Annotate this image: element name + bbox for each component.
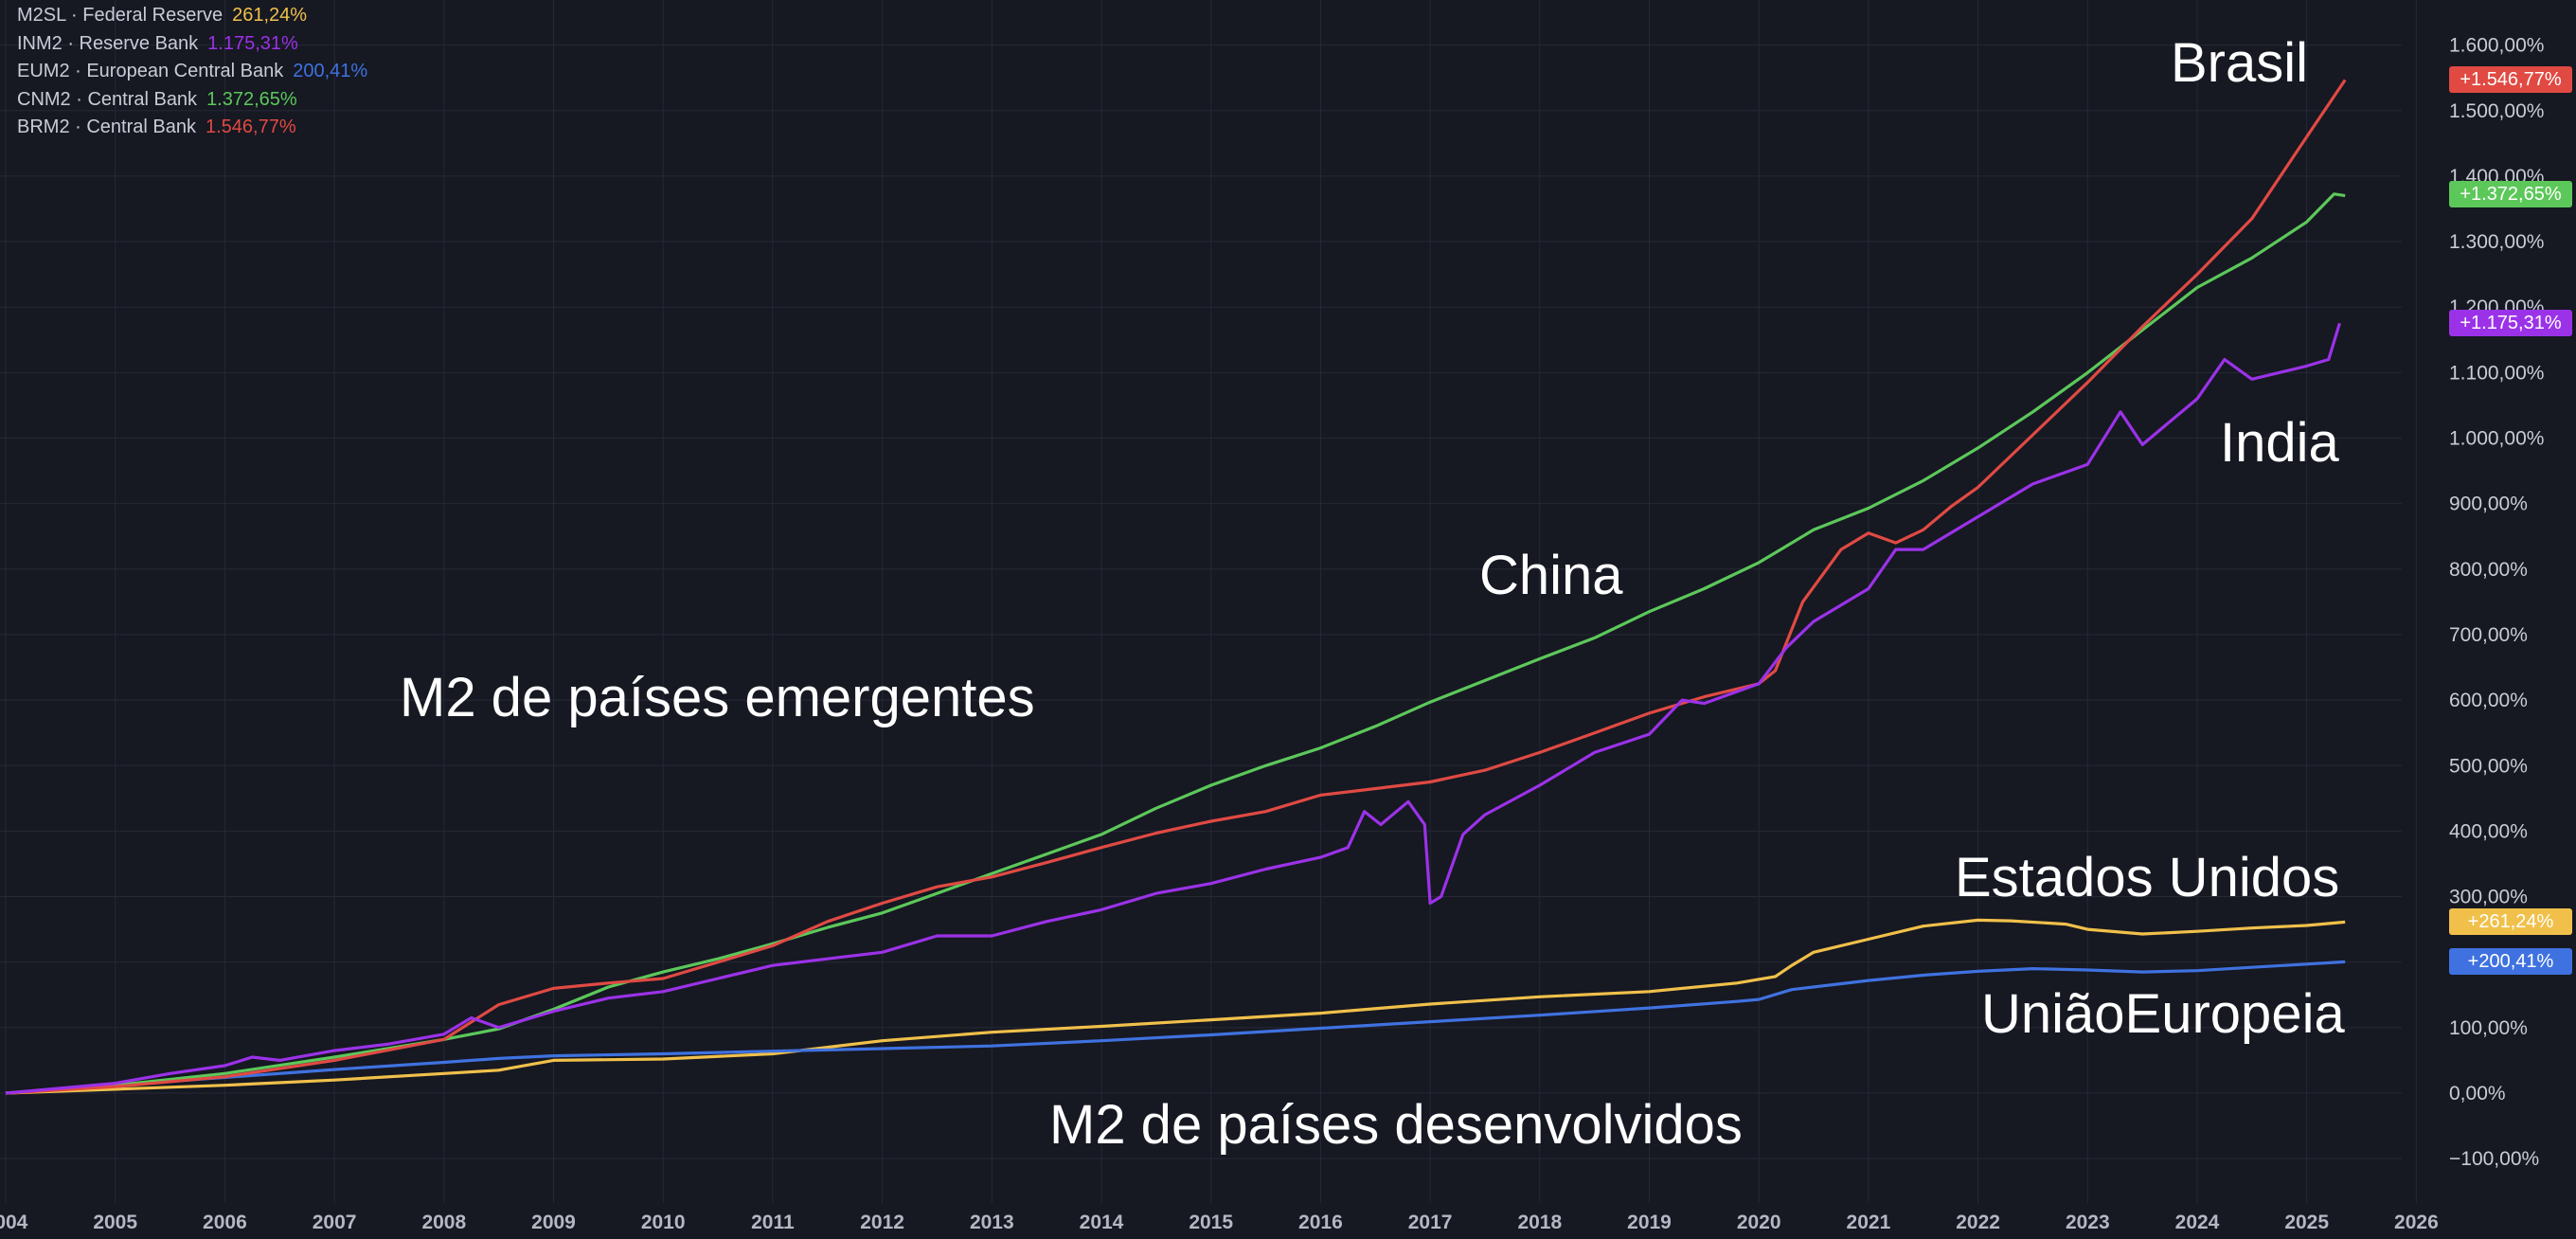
price-badge-inm2: +1.175,31%: [2449, 310, 2572, 337]
y-tick-label: 900,00%: [2449, 494, 2528, 515]
series-lines: [5, 79, 2347, 1095]
x-tick-label: 2020: [1737, 1212, 1781, 1233]
y-tick-label: 400,00%: [2449, 820, 2528, 842]
legend-value: 200,41%: [293, 61, 368, 81]
legend-item-eum2[interactable]: EUM2 · European Central Bank 200,41%: [17, 58, 367, 86]
x-tick-label: 2014: [1080, 1212, 1124, 1233]
price-badge-eum2: +200,41%: [2449, 948, 2572, 976]
y-tick-label: 1.000,00%: [2449, 428, 2544, 450]
y-tick-label: 1.500,00%: [2449, 100, 2544, 122]
x-tick-label: 2019: [1627, 1212, 1672, 1233]
series-line: [5, 960, 2346, 1095]
x-tick-label: 2010: [641, 1212, 686, 1233]
x-tick-label: 2005: [93, 1212, 137, 1233]
series-line: [5, 918, 2346, 1095]
y-tick-label: 1.100,00%: [2449, 362, 2544, 384]
annotation-desenvolvidos: M2 de países desenvolvidos: [1049, 1094, 1743, 1156]
annotation-brasil: Brasil: [2171, 32, 2308, 94]
x-tick-label: 2007: [313, 1212, 357, 1233]
y-tick-label: 500,00%: [2449, 755, 2528, 777]
x-tick-label: 2004: [0, 1212, 28, 1233]
y-tick-label: 600,00%: [2449, 690, 2528, 711]
legend: M2SL · Federal Reserve 261,24% INM2 · Res…: [17, 2, 367, 142]
y-tick-label: 800,00%: [2449, 559, 2528, 581]
legend-label: EUM2 · European Central Bank: [17, 61, 284, 81]
x-tick-label: 2009: [531, 1212, 576, 1233]
price-badge-cnm2: +1.372,65%: [2449, 180, 2572, 207]
x-tick-label: 2021: [1847, 1212, 1891, 1233]
annotation-india: India: [2220, 412, 2340, 474]
y-tick-label: 300,00%: [2449, 887, 2528, 908]
y-tick-label: 1.300,00%: [2449, 231, 2544, 253]
x-tick-label: 2017: [1408, 1212, 1453, 1233]
y-tick-label: −100,00%: [2449, 1148, 2539, 1170]
annotation-estados-unidos: Estados Unidos: [1955, 847, 2339, 908]
x-tick-label: 2022: [1956, 1212, 2000, 1233]
annotation-uniao-europeia: UniãoEuropeia: [1981, 983, 2345, 1045]
legend-item-brm2[interactable]: BRM2 · Central Bank 1.546,77%: [17, 114, 367, 142]
x-tick-label: 2024: [2175, 1212, 2220, 1233]
legend-value: 261,24%: [232, 5, 308, 26]
x-tick-label: 2008: [421, 1212, 466, 1233]
annotations: Brasil India China M2 de países emergent…: [400, 32, 2345, 1156]
grid: [0, 0, 2417, 1203]
series-line: [5, 322, 2341, 1095]
price-badge-brm2: +1.546,77%: [2449, 66, 2572, 94]
x-tick-label: 2025: [2284, 1212, 2329, 1233]
x-tick-label: 2015: [1189, 1212, 1233, 1233]
y-tick-label: 100,00%: [2449, 1017, 2528, 1039]
x-tick-label: 2006: [203, 1212, 247, 1233]
x-tick-label: 2018: [1517, 1212, 1562, 1233]
y-tick-label: 0,00%: [2449, 1083, 2506, 1104]
legend-item-m2sl[interactable]: M2SL · Federal Reserve 261,24%: [17, 2, 367, 30]
legend-label: M2SL · Federal Reserve: [17, 5, 224, 26]
x-tick-label: 2026: [2394, 1212, 2439, 1233]
price-badge-m2sl: +261,24%: [2449, 908, 2572, 936]
series-line: [5, 79, 2347, 1095]
legend-value: 1.175,31%: [207, 32, 298, 54]
axes: −100,00%0,00%100,00%200,00%300,00%400,00…: [0, 35, 2544, 1233]
y-tick-label: 700,00%: [2449, 624, 2528, 646]
legend-value: 1.372,65%: [206, 88, 297, 110]
legend-item-inm2[interactable]: INM2 · Reserve Bank 1.175,31%: [17, 30, 367, 59]
annotation-china: China: [1479, 545, 1623, 606]
legend-label: CNM2 · Central Bank: [17, 88, 198, 110]
x-tick-label: 2013: [970, 1212, 1014, 1233]
legend-value: 1.546,77%: [205, 117, 296, 137]
y-tick-label: 1.600,00%: [2449, 35, 2544, 57]
x-tick-label: 2012: [860, 1212, 904, 1233]
legend-label: INM2 · Reserve Bank: [17, 32, 199, 54]
series-line: [5, 192, 2346, 1095]
legend-label: BRM2 · Central Bank: [17, 117, 196, 137]
x-tick-label: 2023: [2066, 1212, 2110, 1233]
legend-item-cnm2[interactable]: CNM2 · Central Bank 1.372,65%: [17, 86, 367, 115]
annotation-emergentes: M2 de países emergentes: [400, 667, 1035, 728]
x-tick-label: 2016: [1298, 1212, 1343, 1233]
x-tick-label: 2011: [751, 1212, 795, 1233]
